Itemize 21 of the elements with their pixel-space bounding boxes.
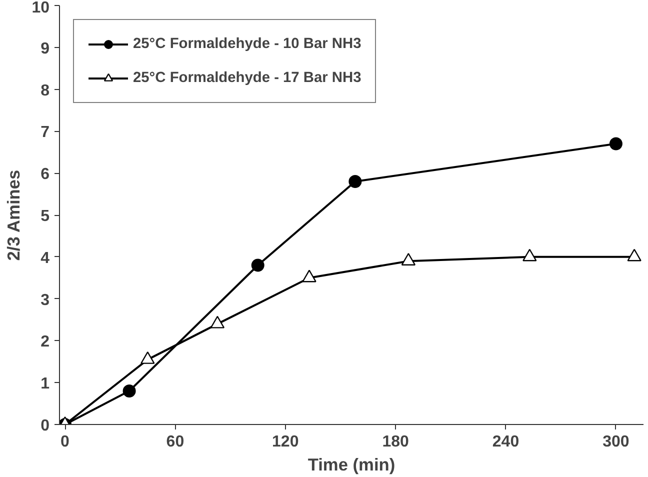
y-tick-label: 0: [40, 418, 50, 434]
y-axis-title: 2/3 Amines: [4, 170, 24, 261]
x-tick-label: 0: [60, 434, 70, 450]
legend-label: 25°C Formaldehyde - 10 Bar NH3: [133, 36, 362, 52]
y-tick-label: 7: [40, 124, 50, 142]
legend-label: 25°C Formaldehyde - 17 Bar NH3: [133, 70, 362, 86]
y-tick-label: 10: [32, 0, 50, 16]
x-tick-label: 120: [272, 434, 299, 450]
y-tick-label: 1: [40, 376, 50, 393]
x-tick-label: 60: [166, 434, 184, 450]
x-axis-title: Time (min): [308, 454, 396, 474]
y-tick-label: 6: [40, 166, 50, 184]
y-tick-label: 9: [40, 40, 50, 58]
y-tick-label: 2: [40, 334, 50, 351]
y-tick-label: 5: [40, 208, 50, 225]
y-tick-label: 3: [40, 292, 50, 309]
y-tick-label: 4: [40, 250, 50, 267]
y-tick-label: 8: [40, 82, 50, 100]
x-tick-label: 180: [382, 434, 410, 450]
x-tick-label: 300: [602, 434, 630, 450]
x-tick-label: 240: [492, 434, 520, 450]
